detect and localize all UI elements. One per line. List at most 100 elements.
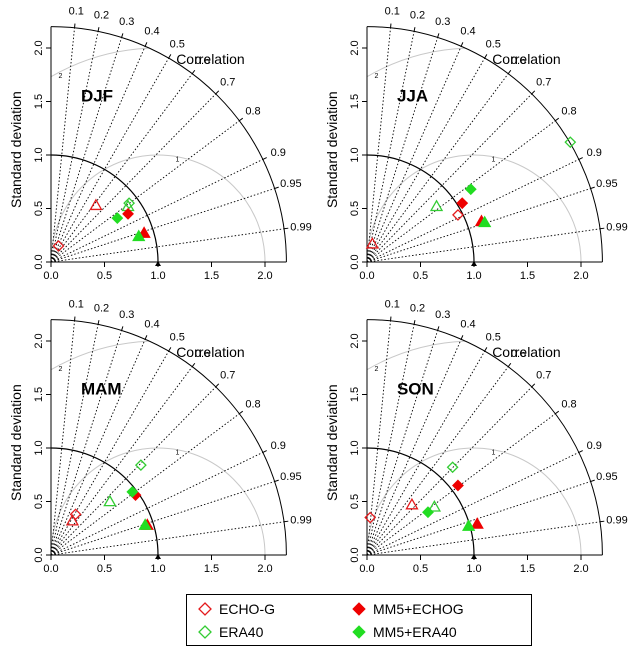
legend: ECHO-G ERA40 MM5+ECHOG MM5+ERA40 xyxy=(186,594,532,646)
correlation-tick-label: 0.4 xyxy=(144,319,159,331)
point-era40-triangle xyxy=(427,500,442,512)
correlation-ray xyxy=(366,481,591,556)
point-mm5-echog-diamond xyxy=(122,207,134,220)
correlation-tick-label: 0.2 xyxy=(94,10,109,22)
correlation-ray xyxy=(366,228,601,263)
correlation-tick xyxy=(413,320,416,325)
correlation-ray xyxy=(366,93,533,263)
x-tick-label: 1.5 xyxy=(204,563,219,575)
correlation-tick-label: 0.4 xyxy=(460,319,475,331)
correlation-title: Correlation xyxy=(176,344,244,360)
correlation-ray xyxy=(366,324,415,556)
correlation-tick xyxy=(121,33,124,38)
correlation-tick xyxy=(555,117,560,122)
correlation-tick xyxy=(274,186,279,189)
correlation-tick-label: 0.7 xyxy=(220,370,235,382)
correlation-tick xyxy=(262,450,267,453)
correlation-ray xyxy=(366,120,556,263)
correlation-tick xyxy=(215,383,220,388)
correlation-tick xyxy=(531,383,536,388)
rms-arc xyxy=(50,340,150,371)
outer-arc xyxy=(50,319,287,556)
correlation-ray xyxy=(50,73,193,263)
y-tick-label: 2.0 xyxy=(349,333,361,348)
correlation-ray xyxy=(50,366,193,556)
point-echo-g-triangle xyxy=(89,198,103,211)
taylor-panel-son: 1 2 0.1 0.2 0.3 0.4 0.5 0.6 0.7 0.8 0.9 0.95 0.99 Cor… xyxy=(324,299,628,575)
correlation-tick-label: 0.9 xyxy=(271,147,286,159)
correlation-tick xyxy=(239,410,244,415)
correlation-ray xyxy=(50,27,75,263)
correlation-tick xyxy=(578,157,583,160)
y-tick-label: 1.5 xyxy=(33,94,45,109)
reference-point-marker xyxy=(471,261,477,266)
correlation-tick-label: 0.2 xyxy=(410,303,425,315)
correlation-ray xyxy=(50,481,275,556)
correlation-tick-label: 0.6 xyxy=(511,348,526,360)
correlation-tick xyxy=(413,27,416,32)
correlation-ray xyxy=(50,57,170,263)
correlation-tick-label: 0.5 xyxy=(486,38,501,50)
x-tick-label: 1.0 xyxy=(466,563,481,575)
point-mm5-era40-triangle xyxy=(132,229,146,242)
point-mm5-era40-triangle xyxy=(462,519,476,531)
correlation-tick-label: 0.1 xyxy=(69,299,84,311)
correlation-ray xyxy=(366,37,439,263)
correlation-tick-label: 0.6 xyxy=(511,55,526,67)
correlation-ray xyxy=(366,413,556,556)
y-tick-label: 0.5 xyxy=(33,494,45,509)
correlation-tick-label: 0.95 xyxy=(280,178,301,190)
taylor-panel-jja: 1 2 0.1 0.2 0.3 0.4 0.5 0.6 0.7 0.8 0.9 0.95 0.99 Cor… xyxy=(324,6,628,282)
x-tick-label: 0.0 xyxy=(359,563,374,575)
panel-label: JJA xyxy=(397,87,428,106)
correlation-ray xyxy=(50,330,123,556)
hollow-diamond-icon xyxy=(198,625,212,639)
x-tick-label: 2.0 xyxy=(573,563,588,575)
panel-label: MAM xyxy=(81,380,122,399)
correlation-tick xyxy=(484,347,488,352)
point-mm5-era40-triangle xyxy=(478,215,492,228)
correlation-tick xyxy=(555,410,560,415)
reference-arc xyxy=(366,154,475,263)
correlation-ray xyxy=(366,350,486,556)
correlation-tick-label: 0.7 xyxy=(536,370,551,382)
panel-label: DJF xyxy=(81,87,113,106)
reference-point-marker xyxy=(155,554,161,559)
point-era40-diamond xyxy=(446,461,459,474)
filled-diamond-icon xyxy=(352,602,366,616)
correlation-tick-label: 0.6 xyxy=(195,348,210,360)
x-tick-label: 0.0 xyxy=(43,563,58,575)
x-tick-label: 0.5 xyxy=(97,270,112,282)
point-era40-triangle xyxy=(103,494,117,507)
correlation-tick-label: 0.99 xyxy=(290,514,311,526)
correlation-ray xyxy=(50,521,285,556)
y-tick-label: 0.0 xyxy=(349,547,361,562)
correlation-tick xyxy=(507,362,512,367)
rms-arc xyxy=(366,154,582,263)
correlation-tick xyxy=(599,227,605,230)
correlation-ray xyxy=(50,386,217,556)
correlation-tick-label: 0.7 xyxy=(536,77,551,89)
rms-arc xyxy=(50,447,266,556)
point-mm5-era40-diamond xyxy=(126,485,139,498)
y-tick-label: 1.5 xyxy=(349,387,361,402)
correlation-ray xyxy=(50,93,217,263)
correlation-tick-label: 0.1 xyxy=(69,6,84,18)
correlation-ray xyxy=(366,57,486,263)
point-echo-g-diamond xyxy=(364,511,377,524)
correlation-ray xyxy=(50,37,123,263)
correlation-tick-label: 0.99 xyxy=(290,221,311,233)
correlation-tick xyxy=(121,326,124,331)
legend-label: ECHO-G xyxy=(219,601,275,617)
y-tick-label: 0.0 xyxy=(33,547,45,562)
x-tick-label: 1.0 xyxy=(150,563,165,575)
x-tick-label: 0.5 xyxy=(413,563,428,575)
x-tick-label: 2.0 xyxy=(257,270,272,282)
correlation-tick-label: 0.9 xyxy=(271,440,286,452)
x-tick-label: 1.5 xyxy=(520,563,535,575)
correlation-tick-label: 0.1 xyxy=(385,6,400,18)
correlation-tick xyxy=(590,186,595,189)
y-tick-label: 0.5 xyxy=(349,494,361,509)
rms-arc xyxy=(366,340,466,371)
